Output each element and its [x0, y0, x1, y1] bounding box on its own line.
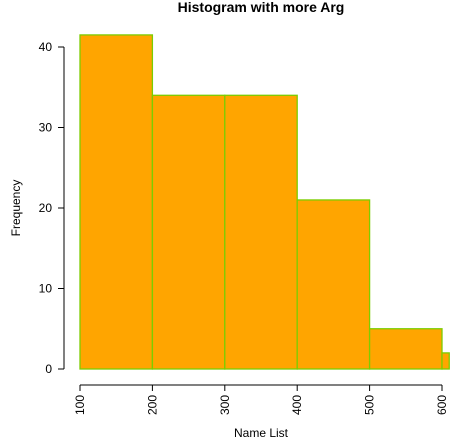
bars-group: [79, 34, 450, 370]
x-tick-label: 100: [73, 395, 87, 415]
x-tick-label: 300: [218, 395, 232, 415]
x-axis-label: Name List: [234, 426, 289, 440]
x-tick-label: 200: [145, 395, 159, 415]
y-axis: 0 10 20 30 40: [39, 40, 65, 376]
histogram-bar: [368, 328, 443, 370]
y-tick-label: 0: [45, 362, 52, 376]
chart-title: Histogram with more Arg: [178, 0, 345, 15]
y-tick-label: 20: [39, 201, 53, 215]
histogram-bar: [296, 199, 371, 370]
y-axis-label: Frequency: [9, 180, 23, 237]
y-tick-label: 40: [39, 40, 53, 54]
y-tick-label: 10: [39, 282, 53, 296]
x-tick-label: 500: [363, 395, 377, 415]
x-tick-label: 600: [435, 395, 449, 415]
histogram-bar: [79, 34, 154, 370]
x-axis: 100 200 300 400 500 600: [73, 384, 449, 415]
y-tick-label: 30: [39, 121, 53, 135]
x-tick-label: 400: [290, 395, 304, 415]
histogram-bar: [224, 94, 298, 370]
histogram-bar: [151, 94, 226, 370]
histogram-bar: [441, 352, 450, 370]
